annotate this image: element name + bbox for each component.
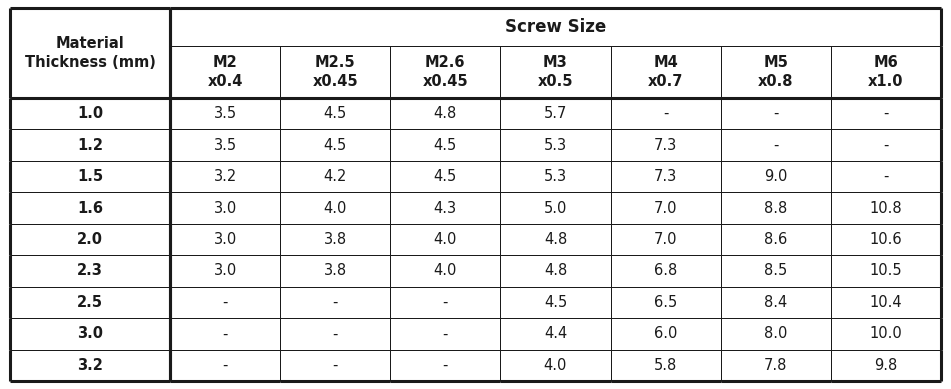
Text: 3.0: 3.0: [213, 263, 237, 279]
Text: -: -: [442, 358, 448, 373]
Text: 4.5: 4.5: [434, 138, 457, 152]
Text: 3.0: 3.0: [213, 201, 237, 216]
Text: -: -: [773, 106, 779, 121]
Text: 4.8: 4.8: [544, 232, 567, 247]
Text: -: -: [333, 358, 338, 373]
Text: 9.8: 9.8: [874, 358, 898, 373]
Text: -: -: [883, 169, 888, 184]
Text: 1.5: 1.5: [77, 169, 103, 184]
Text: 8.4: 8.4: [765, 295, 787, 310]
Text: 7.8: 7.8: [764, 358, 787, 373]
Text: 3.5: 3.5: [214, 106, 237, 121]
Text: -: -: [442, 326, 448, 341]
Text: Screw Size: Screw Size: [505, 18, 606, 36]
Text: -: -: [773, 138, 779, 152]
Text: 2.0: 2.0: [77, 232, 103, 247]
Text: -: -: [333, 295, 338, 310]
Text: 5.3: 5.3: [544, 169, 567, 184]
Text: 3.0: 3.0: [213, 232, 237, 247]
Text: 4.2: 4.2: [323, 169, 347, 184]
Text: 10.4: 10.4: [869, 295, 902, 310]
Text: 3.8: 3.8: [323, 232, 347, 247]
Text: M2.6
x0.45: M2.6 x0.45: [422, 54, 468, 89]
Text: 9.0: 9.0: [764, 169, 787, 184]
Text: 4.5: 4.5: [323, 138, 347, 152]
Text: 10.5: 10.5: [869, 263, 902, 279]
Text: 5.3: 5.3: [544, 138, 567, 152]
Text: M2
x0.4: M2 x0.4: [207, 54, 243, 89]
Text: 3.0: 3.0: [77, 326, 103, 341]
Text: 7.0: 7.0: [654, 201, 677, 216]
Text: -: -: [223, 295, 227, 310]
Text: 1.0: 1.0: [77, 106, 103, 121]
Text: -: -: [442, 295, 448, 310]
Text: 1.6: 1.6: [77, 201, 103, 216]
Text: 6.0: 6.0: [654, 326, 677, 341]
Text: 4.0: 4.0: [323, 201, 347, 216]
Text: 7.3: 7.3: [654, 169, 677, 184]
Text: 8.5: 8.5: [765, 263, 787, 279]
Text: -: -: [883, 106, 888, 121]
Text: 7.3: 7.3: [654, 138, 677, 152]
Text: -: -: [883, 138, 888, 152]
Text: M6
x1.0: M6 x1.0: [868, 54, 903, 89]
Text: -: -: [663, 106, 669, 121]
Text: 6.5: 6.5: [654, 295, 677, 310]
Text: 8.0: 8.0: [764, 326, 787, 341]
Text: 7.0: 7.0: [654, 232, 677, 247]
Text: 3.2: 3.2: [213, 169, 237, 184]
Text: 3.2: 3.2: [77, 358, 103, 373]
Text: -: -: [223, 358, 227, 373]
Text: 4.8: 4.8: [544, 263, 567, 279]
Text: 4.5: 4.5: [323, 106, 347, 121]
Text: -: -: [223, 326, 227, 341]
Text: 4.8: 4.8: [434, 106, 457, 121]
Text: 5.0: 5.0: [544, 201, 567, 216]
Text: 10.0: 10.0: [869, 326, 902, 341]
Text: 4.0: 4.0: [434, 263, 457, 279]
Text: M4
x0.7: M4 x0.7: [648, 54, 684, 89]
Text: 3.8: 3.8: [323, 263, 347, 279]
Text: 4.0: 4.0: [434, 232, 457, 247]
Text: 8.6: 8.6: [765, 232, 787, 247]
Text: 5.8: 5.8: [654, 358, 677, 373]
Text: 10.8: 10.8: [869, 201, 902, 216]
Text: 4.5: 4.5: [544, 295, 567, 310]
Text: 8.8: 8.8: [765, 201, 787, 216]
Text: 2.5: 2.5: [77, 295, 103, 310]
Text: 4.5: 4.5: [434, 169, 457, 184]
Text: Material
Thickness (mm): Material Thickness (mm): [25, 36, 155, 70]
Text: 1.2: 1.2: [77, 138, 103, 152]
Text: 6.8: 6.8: [654, 263, 677, 279]
Text: 2.3: 2.3: [77, 263, 103, 279]
Text: M2.5
x0.45: M2.5 x0.45: [312, 54, 358, 89]
Text: 4.4: 4.4: [544, 326, 567, 341]
Text: M3
x0.5: M3 x0.5: [537, 54, 573, 89]
Text: M5
x0.8: M5 x0.8: [758, 54, 793, 89]
Text: 3.5: 3.5: [214, 138, 237, 152]
Text: 4.3: 4.3: [434, 201, 456, 216]
Text: 10.6: 10.6: [869, 232, 902, 247]
Text: -: -: [333, 326, 338, 341]
Text: 4.0: 4.0: [544, 358, 567, 373]
Text: 5.7: 5.7: [544, 106, 567, 121]
